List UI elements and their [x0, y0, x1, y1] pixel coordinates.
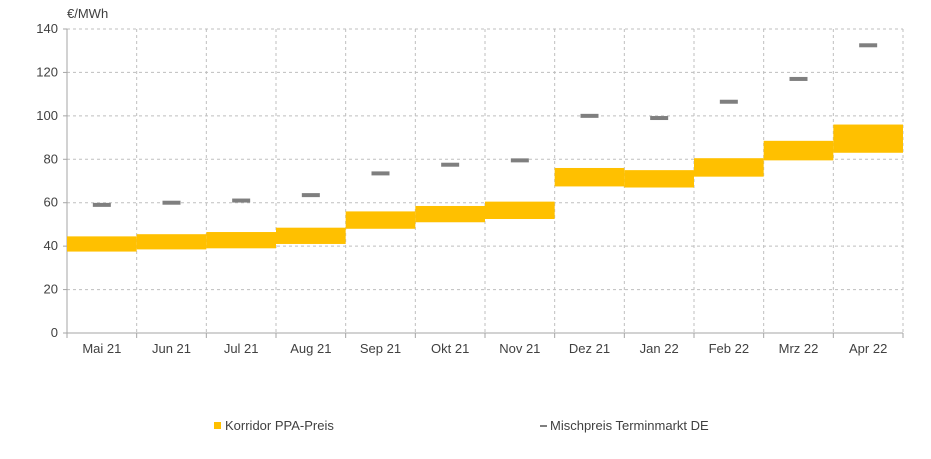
price-marker — [92, 202, 111, 207]
y-tick-label: 140 — [36, 21, 58, 36]
range-bar — [276, 227, 346, 244]
price-marker — [719, 99, 738, 104]
range-bar — [763, 140, 834, 161]
y-axis-unit-label: €/MWh — [67, 6, 108, 21]
range-bar — [345, 211, 416, 229]
range-bar — [833, 124, 903, 153]
x-tick-label: Aug 21 — [290, 341, 331, 356]
range-bar — [415, 205, 485, 223]
y-tick-label: 80 — [44, 151, 58, 166]
legend-swatch-range — [214, 422, 221, 429]
price-marker — [859, 43, 878, 48]
price-marker — [510, 158, 529, 163]
legend-label-range: Korridor PPA-Preis — [225, 418, 334, 433]
range-bar — [136, 234, 207, 250]
legend: Korridor PPA-Preis Mischpreis Terminmark… — [0, 418, 931, 438]
range-bars — [67, 124, 903, 252]
x-tick-label: Feb 22 — [709, 341, 749, 356]
x-tick-label: Mrz 22 — [779, 341, 819, 356]
range-bar — [485, 201, 555, 219]
y-tick-label: 0 — [51, 325, 58, 340]
legend-label-marker: Mischpreis Terminmarkt DE — [550, 418, 709, 433]
price-marker — [162, 200, 181, 205]
range-bar — [206, 232, 276, 249]
price-markers — [92, 43, 878, 207]
x-tick-label: Okt 21 — [431, 341, 469, 356]
y-tick-labels: 0 20 40 60 80 100 120 140 — [36, 21, 58, 340]
range-bar — [694, 158, 764, 177]
grid-lines — [67, 28, 904, 333]
x-tick-label: Apr 22 — [849, 341, 887, 356]
axes — [63, 28, 904, 338]
price-marker — [301, 193, 320, 198]
y-tick-label: 100 — [36, 108, 58, 123]
x-tick-label: Jan 22 — [640, 341, 679, 356]
x-tick-label: Sep 21 — [360, 341, 401, 356]
price-marker — [789, 76, 808, 81]
range-bar — [554, 167, 625, 187]
price-marker — [580, 113, 599, 118]
y-tick-label: 120 — [36, 64, 58, 79]
price-marker — [371, 171, 390, 176]
legend-swatch-marker — [540, 424, 547, 427]
price-marker — [650, 116, 669, 121]
x-tick-label: Jun 21 — [152, 341, 191, 356]
legend-item-range: Korridor PPA-Preis — [214, 418, 334, 433]
x-tick-label: Dez 21 — [569, 341, 610, 356]
y-tick-label: 40 — [44, 238, 58, 253]
range-bar — [67, 236, 137, 252]
y-tick-label: 60 — [44, 195, 58, 210]
legend-item-marker: Mischpreis Terminmarkt DE — [540, 418, 709, 433]
x-tick-label: Jul 21 — [224, 341, 259, 356]
range-bar — [624, 170, 694, 188]
price-marker — [232, 198, 251, 203]
x-tick-label: Mai 21 — [82, 341, 121, 356]
price-marker — [441, 162, 460, 167]
x-tick-label: Nov 21 — [499, 341, 540, 356]
x-tick-labels: Mai 21 Jun 21 Jul 21 Aug 21 Sep 21 Okt 21 Nov … — [82, 341, 887, 356]
y-tick-label: 20 — [44, 282, 58, 297]
